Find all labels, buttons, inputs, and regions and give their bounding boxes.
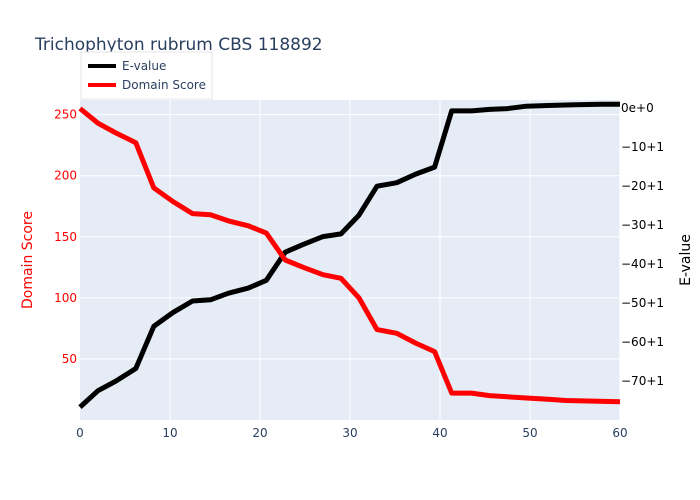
legend-box (80, 51, 213, 100)
right-tick-label: 0e+0 (621, 101, 654, 115)
right-axis-title: E-value (678, 234, 694, 286)
legend-label-evalue: E-value (122, 59, 166, 73)
right-axis-ticks: 0e+0 −10+1 −20+1 −30+1 −40+1 −50+1 −60+1 −70+1 (621, 101, 664, 388)
x-tick-label: 10 (162, 426, 177, 440)
right-tick-label: −40+1 (621, 257, 664, 271)
right-tick-label: −70+1 (621, 374, 664, 388)
x-tick-label: 40 (432, 426, 447, 440)
series-line-e-value (78, 101, 620, 409)
right-tick-label: −60+1 (621, 335, 664, 349)
right-tick-label: −20+1 (621, 179, 664, 193)
left-tick-label: 100 (54, 291, 77, 305)
right-tick-label: −10+1 (621, 140, 664, 154)
x-tick-label: 20 (252, 426, 267, 440)
grid (80, 100, 621, 420)
left-tick-label: 250 (54, 108, 77, 122)
x-tick-label: 50 (522, 426, 537, 440)
left-tick-label: 200 (54, 169, 77, 183)
left-tick-label: 150 (54, 230, 77, 244)
x-tick-label: 0 (76, 426, 84, 440)
right-tick-label: −50+1 (621, 296, 664, 310)
x-tick-label: 30 (342, 426, 357, 440)
right-tick-label: −30+1 (621, 218, 664, 232)
legend-label-domain-score: Domain Score (122, 78, 206, 92)
left-axis-title: Domain Score (20, 211, 36, 309)
chart-title: Trichophyton rubrum CBS 118892 (34, 35, 323, 55)
left-tick-label: 50 (62, 352, 77, 366)
series-line-domain-score (78, 106, 621, 405)
legend: E-value Domain Score (80, 51, 213, 100)
left-axis-ticks: 50 100 150 200 250 (54, 108, 77, 366)
series-lines (78, 101, 621, 409)
x-tick-label: 60 (612, 426, 627, 440)
x-axis-ticks: 0 10 20 30 40 50 60 (76, 426, 627, 440)
